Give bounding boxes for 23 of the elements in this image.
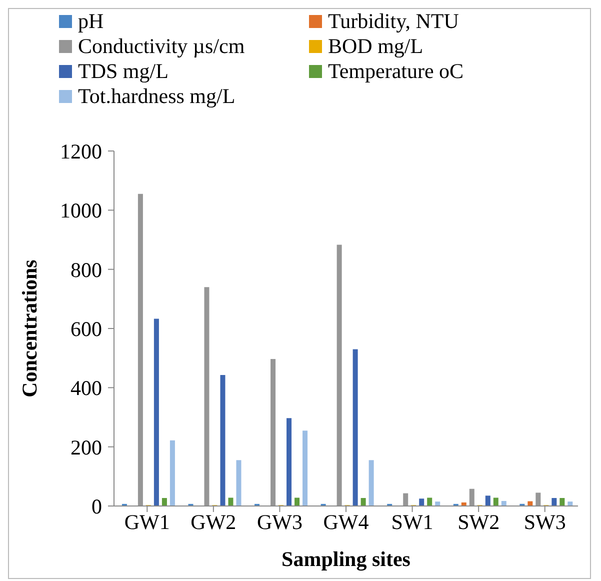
x-tick-label: SW1 [391, 510, 434, 534]
y-tick-label: 600 [70, 316, 102, 341]
x-tick-label: SW3 [524, 510, 566, 534]
y-tick-label: 800 [70, 258, 102, 282]
x-tick-label: GW1 [124, 510, 170, 534]
legend-label: Turbidity, NTU [328, 9, 459, 34]
y-tick-label: 0 [92, 494, 102, 518]
legend-label: Temperature oC [328, 59, 464, 84]
y-tick-label: 1000 [60, 198, 102, 223]
x-tick-label: GW3 [256, 510, 302, 534]
legend-label: Conductivity µs/cm [78, 34, 245, 59]
y-tick-label: 200 [70, 435, 102, 460]
x-tick-label: GW4 [323, 510, 370, 534]
y-axis-title: Concentrations [17, 260, 42, 398]
y-tick-label: 400 [70, 376, 102, 400]
legend-label: Tot.hardness mg/L [78, 84, 236, 109]
x-tick-label: SW2 [458, 510, 500, 534]
legend-label: pH [78, 9, 104, 34]
x-axis-title: Sampling sites [282, 547, 410, 571]
legend-label: BOD mg/L [328, 34, 424, 59]
x-tick-label: GW2 [190, 510, 236, 534]
y-tick-label: 1200 [60, 139, 102, 164]
legend-label: TDS mg/L [78, 59, 168, 84]
